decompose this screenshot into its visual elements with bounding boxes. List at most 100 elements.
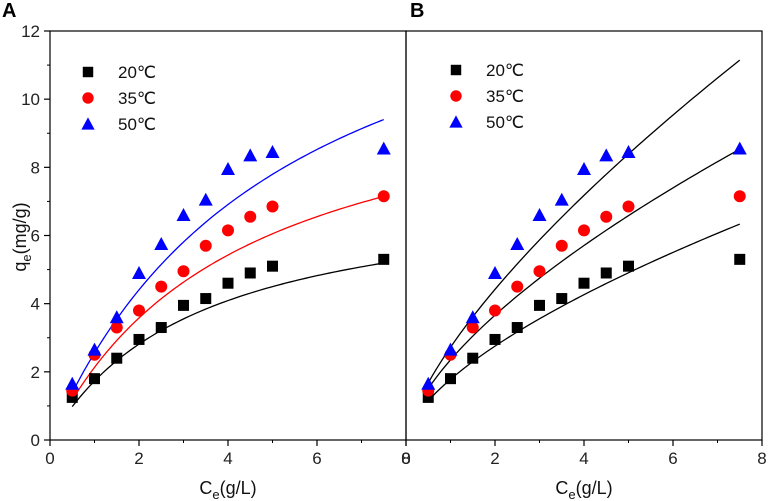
- data-point: [133, 333, 145, 345]
- data-point: [421, 376, 436, 390]
- y-tick-label: 10: [21, 90, 40, 109]
- x-tick-label: 6: [668, 449, 677, 468]
- x-axis-title-a: Ce(g/L): [199, 478, 256, 501]
- data-point: [222, 277, 234, 289]
- data-point: [555, 239, 568, 252]
- data-point: [87, 342, 102, 356]
- data-point: [532, 208, 547, 221]
- y-tick-label: 6: [31, 227, 40, 246]
- data-point: [89, 373, 100, 385]
- data-point: [66, 391, 78, 403]
- data-point: [465, 310, 480, 324]
- data-point: [177, 265, 190, 278]
- data-point: [422, 391, 434, 403]
- fit-line: [71, 195, 384, 401]
- data-point: [534, 299, 545, 311]
- x-tick-label: 2: [134, 449, 143, 468]
- data-point: [600, 267, 612, 279]
- fit-line: [71, 262, 384, 408]
- legend-b: 20℃ 35℃ 50℃: [449, 61, 524, 132]
- data-point: [578, 277, 590, 289]
- x-axis-title-b: Ce(g/L): [555, 478, 612, 501]
- data-point: [154, 237, 169, 250]
- data-points-b: [421, 141, 747, 403]
- data-points-a: [65, 141, 391, 403]
- fit-line: [427, 148, 741, 389]
- data-point: [109, 310, 124, 324]
- data-point: [243, 148, 258, 162]
- data-point: [377, 190, 390, 203]
- data-point: [110, 321, 123, 334]
- y-axis-title-a: qe(mg/g): [10, 202, 34, 271]
- data-point: [623, 260, 634, 272]
- legend-marker: [450, 90, 462, 102]
- data-point: [510, 237, 525, 250]
- data-point: [265, 144, 280, 158]
- data-point: [199, 239, 212, 252]
- data-point: [443, 342, 458, 356]
- y-tick-label: 2: [31, 363, 40, 382]
- x-tick-label: 6: [312, 449, 321, 468]
- data-point: [244, 210, 257, 223]
- x-tick-label: 2: [490, 449, 499, 468]
- y-tick-label: 8: [31, 158, 40, 177]
- data-point: [488, 265, 502, 279]
- data-point: [176, 208, 191, 221]
- x-tick-label: 0: [45, 449, 54, 468]
- data-point: [267, 260, 278, 272]
- data-point: [132, 265, 146, 279]
- data-point: [155, 280, 168, 293]
- data-point: [222, 224, 234, 237]
- data-point: [65, 376, 80, 390]
- legend-label: 35℃: [486, 87, 524, 106]
- fit-line: [71, 118, 384, 393]
- data-point: [511, 322, 523, 334]
- x-tick-label: 4: [223, 449, 232, 468]
- legend-marker: [81, 117, 95, 130]
- legend-label: 20℃: [118, 63, 156, 82]
- data-point: [200, 293, 212, 305]
- data-point: [734, 253, 746, 265]
- legend-label: 20℃: [486, 61, 524, 80]
- data-point: [178, 299, 189, 311]
- x-tick-label: 8: [401, 449, 410, 468]
- data-point: [511, 280, 524, 293]
- x-tick-label: 4: [579, 449, 588, 468]
- fit-lines-a: [71, 118, 384, 408]
- data-point: [466, 321, 479, 334]
- data-point: [489, 333, 501, 345]
- legend-label: 50℃: [118, 115, 156, 134]
- y-tick-label: 4: [31, 295, 40, 314]
- y-tick-label: 0: [31, 431, 40, 450]
- data-point: [155, 322, 167, 334]
- data-point: [733, 190, 746, 203]
- legend-label: 50℃: [486, 113, 524, 132]
- x-tick-label: 0: [401, 449, 410, 468]
- data-point: [489, 304, 501, 317]
- data-point: [467, 352, 479, 364]
- data-point: [533, 265, 546, 278]
- data-point: [221, 162, 235, 175]
- fit-line: [427, 223, 740, 402]
- legend-marker: [450, 64, 462, 76]
- data-point: [556, 293, 568, 305]
- fit-lines-b: [427, 59, 741, 402]
- data-point: [621, 144, 636, 158]
- legend-marker: [82, 92, 94, 104]
- data-point: [554, 192, 569, 206]
- data-point: [600, 210, 613, 223]
- data-point: [244, 267, 256, 279]
- data-point: [376, 141, 391, 155]
- data-point: [599, 148, 614, 162]
- data-point: [622, 200, 635, 213]
- y-tick-label: 12: [21, 22, 40, 41]
- x-tick-label: 8: [757, 449, 766, 468]
- tick-group-b: 0 2 4 6 8: [401, 440, 767, 468]
- data-point: [732, 141, 747, 155]
- data-point: [198, 192, 213, 206]
- legend-a: 20℃ 35℃ 50℃: [81, 63, 156, 134]
- data-point: [133, 304, 145, 317]
- data-point: [577, 162, 591, 175]
